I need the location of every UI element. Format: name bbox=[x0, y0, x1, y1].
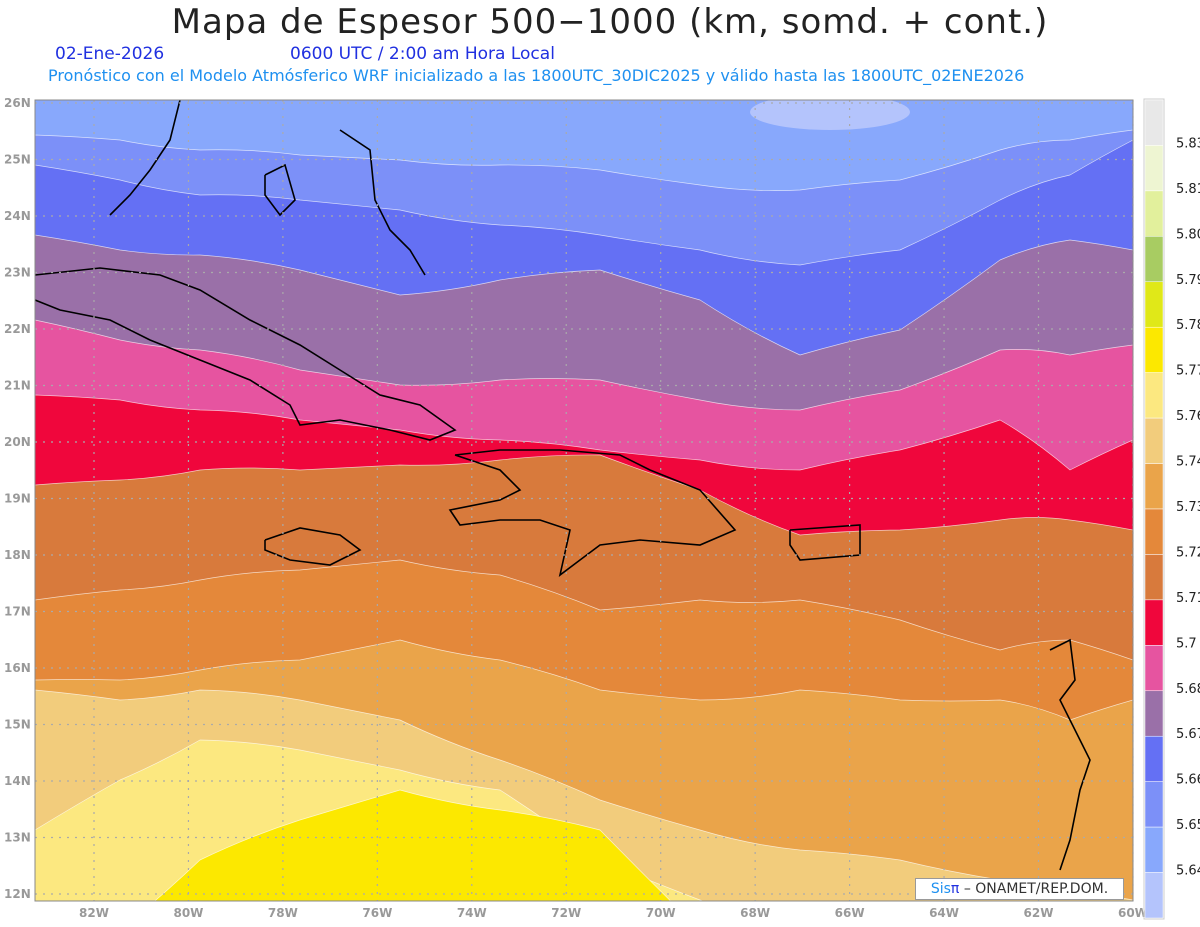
band-5.64 bbox=[750, 100, 910, 130]
colorbar-label: 5.688 bbox=[1176, 682, 1200, 697]
coastline-jamaica bbox=[264, 527, 362, 566]
coastline-florida bbox=[109, 100, 181, 216]
colorbar-label: 5.831 bbox=[1176, 136, 1200, 151]
lat-label: 15N bbox=[4, 718, 31, 732]
colorbar-swatch bbox=[1144, 508, 1164, 555]
lon-label: 70W bbox=[646, 906, 676, 920]
forecast-time: 0600 UTC / 2:00 am Hora Local bbox=[290, 44, 555, 64]
colorbar-swatch bbox=[1144, 599, 1164, 646]
lon-label: 64W bbox=[929, 906, 959, 920]
colorbar-label: 5.64 bbox=[1176, 864, 1200, 879]
grid-lines bbox=[35, 100, 1134, 901]
lon-label: 78W bbox=[268, 906, 298, 920]
lon-label: 60W bbox=[1118, 906, 1148, 920]
colorbar-label: 5.748 bbox=[1176, 455, 1200, 470]
map-title: Mapa de Espesor 500−1000 (km, somd. + co… bbox=[171, 2, 1049, 42]
lat-label: 19N bbox=[4, 492, 31, 506]
credit-text: – ONAMET/REP.DOM. bbox=[963, 881, 1109, 897]
coastline-puerto-rico bbox=[789, 524, 861, 561]
lon-label: 76W bbox=[362, 906, 392, 920]
colorbar-label: 5.807 bbox=[1176, 227, 1200, 242]
lon-label: 72W bbox=[551, 906, 581, 920]
lat-label: 14N bbox=[4, 774, 31, 788]
colorbar-swatch bbox=[1144, 372, 1164, 419]
colorbar-label: 5.724 bbox=[1176, 545, 1200, 560]
thickness-bands bbox=[35, 100, 1133, 901]
colorbar-swatch bbox=[1144, 554, 1164, 601]
lat-label: 20N bbox=[4, 435, 31, 449]
colorbar-swatch bbox=[1144, 99, 1164, 146]
lon-label: 74W bbox=[457, 906, 487, 920]
lon-label: 62W bbox=[1024, 906, 1054, 920]
coastline-bahamas-andros bbox=[264, 163, 296, 217]
coastline-bahamas-east bbox=[339, 129, 426, 276]
lat-label: 24N bbox=[4, 209, 31, 223]
colorbar-label: 5.736 bbox=[1176, 500, 1200, 515]
map-frame bbox=[34, 99, 1134, 902]
lon-label: 66W bbox=[835, 906, 865, 920]
colorbar-swatch bbox=[1144, 872, 1164, 919]
lat-label: 25N bbox=[4, 153, 31, 167]
lat-label: 26N bbox=[4, 96, 31, 110]
colorbar-label: 5.76 bbox=[1176, 409, 1200, 424]
colorbar-swatch bbox=[1144, 236, 1164, 283]
colorbar-swatch bbox=[1144, 645, 1164, 692]
colorbar: 5.831 5.819 5.807 5.795 5.783 5.772 5.76 5.748 5… bbox=[1143, 98, 1200, 920]
colorbar-label: 5.795 bbox=[1176, 273, 1200, 288]
lat-label: 17N bbox=[4, 605, 31, 619]
lat-label: 22N bbox=[4, 322, 31, 336]
lat-label: 12N bbox=[4, 887, 31, 901]
colorbar-label: 5.664 bbox=[1176, 773, 1200, 788]
lon-label: 82W bbox=[79, 906, 109, 920]
credit-pi: π bbox=[950, 881, 960, 897]
coastlines bbox=[35, 100, 1091, 871]
colorbar-label: 5.819 bbox=[1176, 182, 1200, 197]
colorbar-label: 5.652 bbox=[1176, 818, 1200, 833]
coastline-lesser-antilles bbox=[1049, 638, 1091, 871]
credit-box: Sisπ – ONAMET/REP.DOM. bbox=[915, 878, 1124, 900]
lat-label: 18N bbox=[4, 548, 31, 562]
colorbar-swatch bbox=[1144, 826, 1164, 873]
colorbar-swatch bbox=[1144, 781, 1164, 828]
colorbar-label: 5.712 bbox=[1176, 591, 1200, 606]
lat-label: 13N bbox=[4, 831, 31, 845]
lon-label: 68W bbox=[740, 906, 770, 920]
lat-label: 23N bbox=[4, 266, 31, 280]
coastline-hispaniola bbox=[448, 449, 737, 577]
colorbar-swatch bbox=[1144, 190, 1164, 237]
colorbar-label: 5.7 bbox=[1176, 636, 1197, 651]
forecast-subtitle: Pronóstico con el Modelo Atmósferico WRF… bbox=[48, 66, 1025, 85]
colorbar-swatch bbox=[1144, 281, 1164, 328]
forecast-date: 02-Ene-2026 bbox=[55, 44, 165, 64]
colorbar-swatch bbox=[1144, 690, 1164, 737]
colorbar-swatch bbox=[1144, 417, 1164, 464]
lat-label: 16N bbox=[4, 661, 31, 675]
coastline-cuba bbox=[35, 267, 457, 441]
colorbar-label: 5.783 bbox=[1176, 318, 1200, 333]
colorbar-swatch bbox=[1144, 145, 1164, 192]
colorbar-label: 5.772 bbox=[1176, 364, 1200, 379]
colorbar-label: 5.676 bbox=[1176, 727, 1200, 742]
lat-label: 21N bbox=[4, 379, 31, 393]
lon-label: 80W bbox=[173, 906, 203, 920]
credit-sis: Sis bbox=[930, 881, 951, 897]
band-5.783 bbox=[154, 789, 672, 901]
colorbar-swatch bbox=[1144, 463, 1164, 510]
colorbar-swatch bbox=[1144, 326, 1164, 373]
colorbar-swatch bbox=[1144, 735, 1164, 782]
